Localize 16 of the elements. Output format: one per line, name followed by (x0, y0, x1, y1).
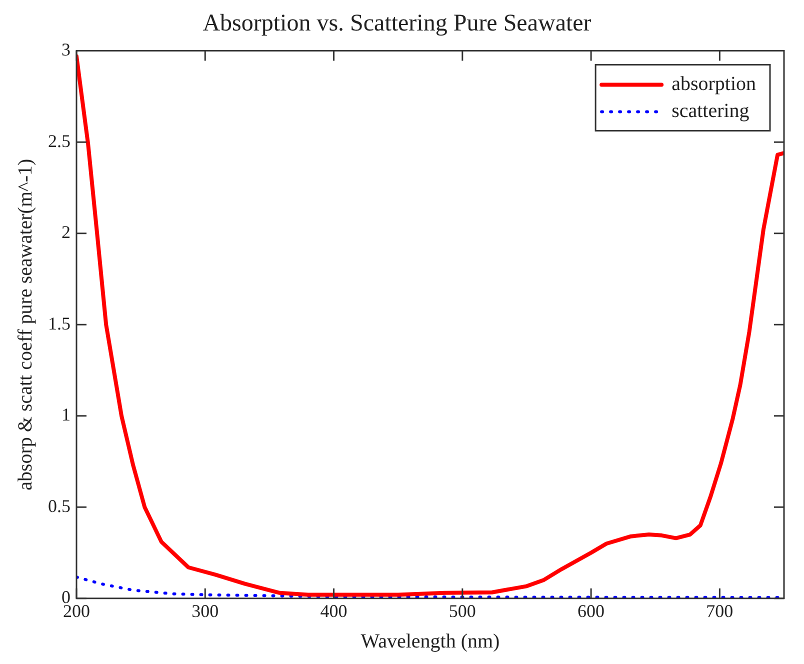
y-tick-label: 1 (62, 404, 70, 425)
x-tick-label: 400 (320, 600, 348, 621)
y-tick-label: 1.5 (48, 313, 70, 334)
y-tick-label: 3 (62, 40, 70, 60)
chart-title: Absorption vs. Scattering Pure Seawater (202, 10, 592, 37)
y-tick-label: 2 (62, 222, 70, 242)
x-tick-label: 700 (706, 600, 734, 621)
x-tick-label: 500 (448, 600, 476, 621)
y-tick-label: 2.5 (48, 130, 70, 151)
y-tick-label: 0.5 (48, 496, 70, 516)
x-tick-label: 300 (192, 600, 219, 621)
x-tick-label: 600 (578, 600, 605, 621)
legend-label: absorption (672, 73, 756, 96)
y-axis-title: absorp & scatt coeff pure seawater(m^-1) (14, 158, 36, 490)
legend-label: scattering (672, 100, 750, 122)
x-axis-title: Wavelength (nm) (360, 630, 500, 652)
